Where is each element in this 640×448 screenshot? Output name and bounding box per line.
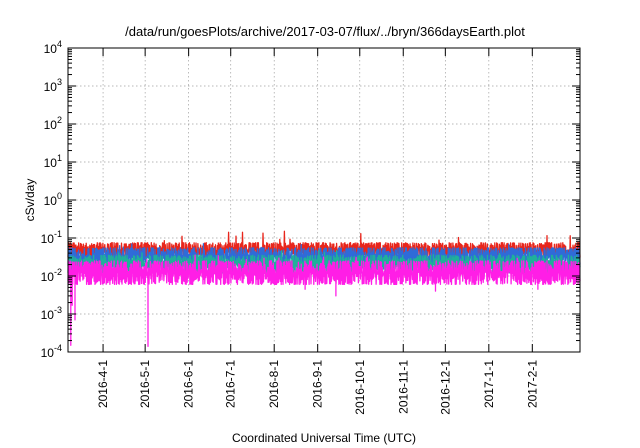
x-axis-ticks: 2016-4-1 2016-5-1 2016-6-1 2016-7-1 2016-8-1… xyxy=(96,48,539,415)
series-layer xyxy=(67,230,581,348)
series-line-4 xyxy=(67,254,581,348)
x-tick-label: 2016-9-1 xyxy=(311,360,325,408)
x-tick-label: 2016-10-1 xyxy=(353,360,367,415)
x-tick-label: 2016-7-1 xyxy=(224,360,238,408)
grid-lines xyxy=(68,48,580,352)
x-tick-label: 2016-8-1 xyxy=(267,360,281,408)
x-tick-label: 2016-6-1 xyxy=(182,360,196,408)
x-tick-label: 2017-1-1 xyxy=(482,360,496,408)
x-tick-label: 2016-11-1 xyxy=(396,360,410,414)
x-axis-label: Coordinated Universal Time (UTC) xyxy=(232,431,416,445)
x-tick-label: 2016-12-1 xyxy=(438,360,452,415)
chart-title: /data/run/goesPlots/archive/2017-03-07/f… xyxy=(125,24,525,39)
x-tick-label: 2016-4-1 xyxy=(96,360,110,408)
x-tick-label: 2017-2-1 xyxy=(525,360,539,408)
x-tick-label: 2016-5-1 xyxy=(138,360,152,408)
y-axis-label: cSv/day xyxy=(23,179,37,222)
